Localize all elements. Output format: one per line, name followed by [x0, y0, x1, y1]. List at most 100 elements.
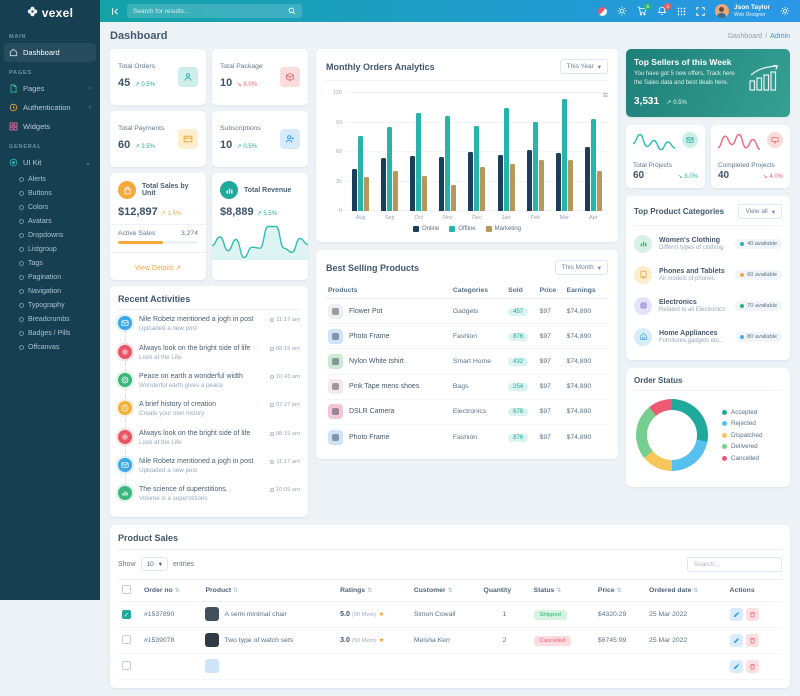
sidebar-subitem-buttons[interactable]: Buttons [0, 186, 100, 200]
month-filter-select[interactable]: This Month ▾ [554, 260, 608, 275]
view-all-select[interactable]: View all ▾ [738, 204, 782, 220]
ps-col-product[interactable]: Product ⇅ [201, 578, 337, 602]
ps-col-order-no[interactable]: Order no ⇅ [140, 578, 202, 602]
sidebar-collapse-icon[interactable] [110, 7, 119, 16]
brand-logo[interactable]: vexel [0, 0, 100, 26]
sidebar-subitem-tags[interactable]: Tags [0, 256, 100, 270]
activity-subtitle: Wonderful earth gives a peace [139, 381, 223, 389]
notifications-bell-icon[interactable]: 4 [657, 3, 671, 16]
ps-col-status[interactable]: Status ⇅ [529, 578, 594, 602]
sidebar-subitem-typography[interactable]: Typography [0, 298, 100, 312]
sidebar-item-widgets[interactable]: Widgets [0, 117, 100, 136]
delete-button[interactable] [745, 659, 759, 673]
chart-menu-icon[interactable]: ≡ [602, 90, 608, 100]
activity-time: 10:09 am [269, 486, 300, 502]
status-badge: Cancelled [533, 635, 572, 646]
theme-sun-icon[interactable] [617, 6, 627, 16]
product-price: $97 [537, 298, 565, 325]
authentication-icon [9, 103, 18, 112]
ps-col-customer[interactable]: Customer ⇅ [409, 578, 480, 602]
delete-button[interactable] [745, 633, 759, 647]
activity-item: Peace on earth a wonderful width Wonderf… [118, 367, 300, 395]
product-thumbnail [328, 303, 343, 319]
sidebar-subitem-listgroup[interactable]: Listgroup [0, 242, 100, 256]
sidebar-subitem-colors[interactable]: Colors [0, 200, 100, 214]
ps-col-price[interactable]: Price ⇅ [593, 578, 646, 602]
sidebar-subitem-dropdowns[interactable]: Dropdowns [0, 228, 100, 242]
row-checkbox[interactable] [122, 660, 131, 670]
sales-unit-value: $12,897 [118, 206, 158, 218]
stat-card-total-package: Total Package 10 ↘ 8.0% [212, 49, 308, 105]
settings-gear-icon[interactable] [780, 6, 790, 16]
bar-online [352, 168, 358, 211]
bs-col-categories[interactable]: Categories [450, 283, 507, 299]
sidebar-item-authentication[interactable]: Authentication › [0, 98, 100, 117]
sold-badge: 432 [508, 357, 529, 366]
sidebar-item-ui-kit[interactable]: UI Kit ⌄ [0, 153, 100, 172]
bar-offline [445, 115, 451, 211]
edit-button[interactable] [729, 633, 743, 647]
search-input[interactable] [133, 7, 288, 15]
product-earnings: $74,890 [564, 374, 608, 400]
sidebar-subitem-offcanvas[interactable]: Offcanvas [0, 340, 100, 354]
sidebar-subitem-pagination[interactable]: Pagination [0, 270, 100, 284]
bar-marketing [364, 176, 370, 211]
sidebar-item-dashboard[interactable]: Dashboard [4, 43, 96, 62]
year-filter-select[interactable]: This Year ▾ [559, 59, 608, 74]
bell-badge: 4 [664, 3, 671, 10]
delete-button[interactable] [745, 607, 759, 621]
language-flag-icon[interactable] [597, 6, 607, 16]
sidebar-subitem-badges-pills[interactable]: Badges / Pills [0, 326, 100, 340]
product-thumbnail [205, 633, 220, 648]
row-checkbox[interactable] [122, 634, 131, 644]
fullscreen-icon[interactable] [696, 6, 705, 16]
select-all-checkbox[interactable] [122, 584, 131, 594]
x-tick: Apr [589, 215, 598, 221]
mail-icon [118, 458, 132, 473]
bs-col-sold[interactable]: Sold [506, 283, 538, 299]
activity-subtitle: Volume is a superstitions [139, 495, 208, 503]
entries-select[interactable]: 10 ▾ [140, 557, 169, 572]
ps-col-ordered-date[interactable]: Ordered date ⇅ [645, 578, 726, 602]
product-thumbnail [328, 353, 343, 369]
cart-icon[interactable]: 5 [637, 3, 651, 16]
bs-col-products[interactable]: Products [326, 283, 451, 299]
product-thumbnail [328, 328, 343, 344]
sidebar-subitem-breadcrumbs[interactable]: Breadcrumbs [0, 312, 100, 326]
mail-icon [682, 132, 698, 149]
search-icon[interactable] [288, 2, 296, 20]
view-details-link[interactable]: View Details ↗ [134, 265, 182, 272]
table-search-input[interactable] [687, 556, 782, 572]
stat-cards: Total Orders 45 ↗ 0.5% Total Package 10 … [110, 49, 308, 167]
order-status-legend: Accepted Rejected Dispatched Delivered Cance… [722, 409, 763, 462]
edit-button[interactable] [729, 659, 743, 673]
bs-col-price[interactable]: Price [537, 283, 565, 299]
order-status-card: Order Status Accepted Rejected Dispatched D… [626, 368, 790, 488]
total-projects-sparkline [632, 132, 676, 157]
apps-grid-icon[interactable] [677, 7, 686, 16]
bar-chart: 0 30 60 90 120 [333, 90, 608, 214]
customer-name: Simon Cowall [409, 601, 480, 628]
stat-delta: ↗ 0.5% [134, 82, 156, 88]
sidebar-subitem-avatars[interactable]: Avatars [0, 214, 100, 228]
bar-group-mar [550, 93, 579, 211]
row-checkbox[interactable]: ✓ [122, 609, 131, 619]
sort-icon: ⇅ [174, 587, 180, 594]
project-value: 60 [633, 170, 645, 182]
product-thumbnail [328, 379, 343, 395]
product-thumbnail [205, 659, 220, 674]
user-menu[interactable]: Json Taylor Web Designer [714, 4, 770, 18]
top-sellers-title: Top Sellers of this Week [634, 57, 732, 67]
product-earnings: $74,890 [564, 298, 608, 325]
edit-button[interactable] [729, 607, 743, 621]
order-status-donut [636, 399, 708, 472]
product-earnings: $74,890 [564, 399, 608, 425]
sidebar-subitem-alerts[interactable]: Alerts [0, 172, 100, 186]
bs-col-earnings[interactable]: Earnings [564, 283, 608, 299]
ps-col-ratings[interactable]: Ratings ⇅ [336, 578, 410, 602]
breadcrumb-dashboard[interactable]: Dashboard [727, 32, 763, 40]
sidebar-subitem-navigation[interactable]: Navigation [0, 284, 100, 298]
sidebar-item-pages[interactable]: Pages › [0, 79, 100, 98]
activity-time: 11:17 am [270, 458, 300, 474]
status-badge: Shipped [533, 609, 567, 620]
